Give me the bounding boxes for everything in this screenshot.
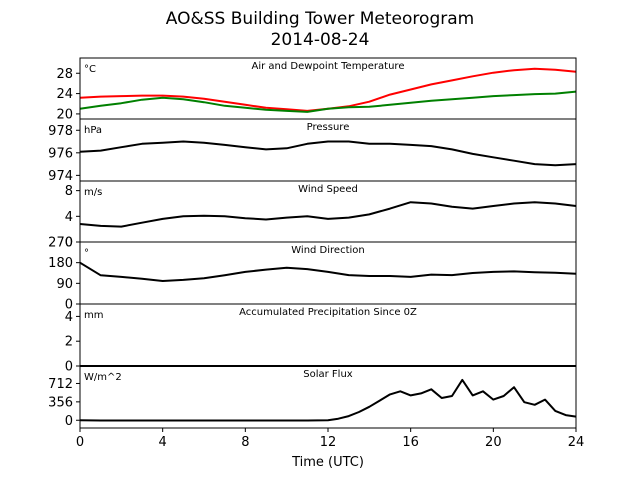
air-and-dewpoint-temperature-series-0-line	[79, 67, 577, 112]
accumulated-precipitation-since-0z-ytick-label-2: 4	[65, 310, 73, 325]
wind-speed-title: Wind Speed	[298, 184, 358, 195]
solar-flux-unit: W/m^2	[84, 372, 122, 383]
pressure-unit: hPa	[84, 125, 102, 136]
wind-direction-ytick-label-2: 180	[48, 256, 73, 271]
pressure-series-0-line	[79, 140, 577, 167]
solar-flux-ytick-label-0: 0	[65, 414, 73, 429]
wind-speed-series-0-line	[79, 201, 577, 228]
x-tick-label-5: 20	[485, 435, 502, 450]
x-tick-label-6: 24	[568, 435, 585, 450]
figure-date: 2014-08-24	[271, 30, 370, 50]
accumulated-precipitation-since-0z-unit: mm	[84, 310, 103, 321]
pressure-ytick-label-2: 978	[48, 124, 73, 139]
wind-speed-ytick-label-2: 8	[65, 184, 73, 199]
pressure-ytick-label-1: 976	[48, 146, 73, 161]
figure-title: AO&SS Building Tower Meteorogram	[166, 9, 474, 29]
air-and-dewpoint-temperature-unit: °C	[84, 64, 96, 75]
air-and-dewpoint-temperature-ytick-label-2: 28	[56, 67, 73, 82]
wind-direction-ytick-label-3: 270	[48, 236, 73, 251]
wind-speed-ytick-label-1: 4	[65, 210, 73, 225]
solar-flux-title: Solar Flux	[303, 369, 353, 380]
wind-speed-ytick-label-0: 0	[65, 236, 73, 251]
wind-speed-unit: m/s	[84, 187, 102, 198]
solar-flux-ytick-label-2: 712	[48, 377, 73, 392]
accumulated-precipitation-since-0z-title: Accumulated Precipitation Since 0Z	[239, 307, 417, 318]
accumulated-precipitation-since-0z-ytick-label-1: 2	[65, 335, 73, 350]
x-tick-label-0: 0	[76, 435, 84, 450]
accumulated-precipitation-since-0z-ytick-label-0: 0	[65, 360, 73, 375]
air-and-dewpoint-temperature-title: Air and Dewpoint Temperature	[252, 61, 405, 72]
solar-flux-ytick-label-1: 356	[48, 395, 73, 410]
x-tick-label-4: 16	[402, 435, 419, 450]
x-tick-label-2: 8	[241, 435, 249, 450]
pressure-title: Pressure	[307, 122, 350, 133]
x-axis-label: Time (UTC)	[291, 455, 364, 470]
air-and-dewpoint-temperature-ytick-label-1: 24	[56, 87, 73, 102]
wind-direction-unit: °	[84, 248, 89, 259]
wind-direction-series-0-line	[79, 261, 577, 282]
wind-direction-title: Wind Direction	[291, 245, 365, 256]
solar-flux-series-0-line	[79, 378, 577, 422]
x-tick-label-1: 4	[159, 435, 167, 450]
wind-direction-ytick-label-1: 90	[56, 277, 73, 292]
pressure-ytick-label-0: 974	[48, 169, 73, 184]
x-tick-label-3: 12	[320, 435, 337, 450]
air-and-dewpoint-temperature-series-1-line	[79, 90, 577, 113]
wind-direction-ytick-label-0: 0	[65, 298, 73, 313]
air-and-dewpoint-temperature-ytick-label-0: 20	[56, 107, 73, 122]
